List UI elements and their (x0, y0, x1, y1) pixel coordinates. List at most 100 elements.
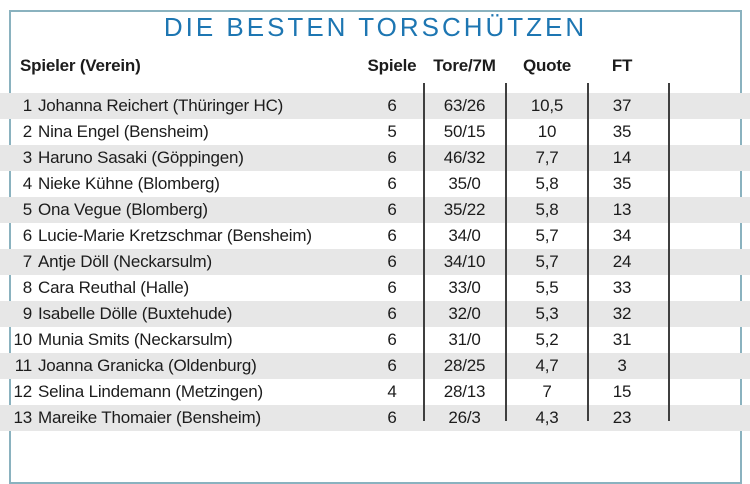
quote-cell: 5,7 (535, 226, 559, 245)
rank-cell: 3 (22, 148, 32, 167)
spiele-cell: 6 (387, 408, 397, 427)
player-cell: Antje Döll (Neckarsulm) (38, 252, 212, 271)
column-header-quote: Quote (522, 56, 572, 75)
spiele-cell: 6 (387, 356, 397, 375)
rank-cell: 9 (22, 304, 32, 323)
table-body: 1 Johanna Reichert (Thüringer HC) 6 63/2… (0, 93, 750, 431)
player-cell: Nieke Kühne (Blomberg) (38, 174, 220, 193)
table-row: 11 Joanna Granicka (Oldenburg) 6 28/25 4… (0, 353, 750, 379)
spiele-cell: 6 (387, 226, 397, 245)
player-cell: Mareike Thomaier (Bensheim) (38, 408, 261, 427)
rank-cell: 7 (22, 252, 32, 271)
table-row: 7 Antje Döll (Neckarsulm) 6 34/10 5,7 24 (0, 249, 750, 275)
rank-cell: 4 (22, 174, 32, 193)
player-cell: Haruno Sasaki (Göppingen) (38, 148, 244, 167)
rank-cell: 5 (22, 200, 32, 219)
table-row: 9 Isabelle Dölle (Buxtehude) 6 32/0 5,3 … (0, 301, 750, 327)
spiele-cell: 6 (387, 148, 397, 167)
rank-cell: 2 (22, 122, 32, 141)
spiele-cell: 6 (387, 96, 397, 115)
column-divider (668, 83, 670, 421)
table-row: 13 Mareike Thomaier (Bensheim) 6 26/3 4,… (0, 405, 750, 431)
quote-cell: 5,8 (535, 200, 559, 219)
rank-cell: 6 (22, 226, 32, 245)
table-row: 2 Nina Engel (Bensheim) 5 50/15 10 35 (0, 119, 750, 145)
table-title: DIE BESTEN TORSCHÜTZEN (163, 12, 588, 42)
rank-cell: 11 (14, 356, 32, 375)
tore-cell: 31/0 (448, 330, 481, 349)
spiele-cell: 6 (387, 174, 397, 193)
player-cell: Nina Engel (Bensheim) (38, 122, 209, 141)
tore-cell: 35/0 (448, 174, 481, 193)
spiele-cell: 6 (387, 278, 397, 297)
rank-cell: 10 (13, 330, 32, 349)
player-cell: Joanna Granicka (Oldenburg) (38, 356, 257, 375)
ft-cell: 3 (617, 356, 627, 375)
spiele-cell: 6 (387, 330, 397, 349)
tore-cell: 33/0 (448, 278, 481, 297)
player-cell: Selina Lindemann (Metzingen) (38, 382, 263, 401)
rank-cell: 12 (13, 382, 32, 401)
rank-cell: 8 (22, 278, 32, 297)
column-divider (505, 83, 507, 421)
column-divider (423, 83, 425, 421)
ft-cell: 37 (612, 96, 632, 115)
quote-cell: 5,3 (535, 304, 559, 323)
rank-cell: 1 (22, 96, 32, 115)
ft-cell: 34 (612, 226, 632, 245)
table-row: 8 Cara Reuthal (Halle) 6 33/0 5,5 33 (0, 275, 750, 301)
ft-cell: 15 (612, 382, 632, 401)
table-row: 4 Nieke Kühne (Blomberg) 6 35/0 5,8 35 (0, 171, 750, 197)
ft-cell: 33 (612, 278, 632, 297)
player-cell: Lucie-Marie Kretzschmar (Bensheim) (38, 226, 312, 245)
quote-cell: 4,3 (535, 408, 559, 427)
ft-cell: 31 (612, 330, 632, 349)
player-cell: Johanna Reichert (Thüringer HC) (38, 96, 284, 115)
ft-cell: 24 (612, 252, 632, 271)
spiele-cell: 5 (387, 122, 397, 141)
ft-cell: 35 (612, 174, 632, 193)
tore-cell: 34/0 (448, 226, 481, 245)
quote-cell: 5,2 (535, 330, 559, 349)
player-cell: Cara Reuthal (Halle) (38, 278, 189, 297)
spiele-cell: 6 (387, 304, 397, 323)
table-row: 6 Lucie-Marie Kretzschmar (Bensheim) 6 3… (0, 223, 750, 249)
tore-cell: 35/22 (443, 200, 486, 219)
quote-cell: 10,5 (530, 96, 564, 115)
player-cell: Isabelle Dölle (Buxtehude) (38, 304, 233, 323)
quote-cell: 10 (537, 122, 557, 141)
ft-cell: 13 (612, 200, 632, 219)
tore-cell: 26/3 (448, 408, 481, 427)
ft-cell: 23 (612, 408, 632, 427)
tore-cell: 50/15 (443, 122, 486, 141)
quote-cell: 7,7 (535, 148, 559, 167)
spiele-cell: 6 (387, 252, 397, 271)
spiele-cell: 4 (387, 382, 397, 401)
table-row: 5 Ona Vegue (Blomberg) 6 35/22 5,8 13 (0, 197, 750, 223)
rank-cell: 13 (13, 408, 32, 427)
spiele-cell: 6 (387, 200, 397, 219)
tore-cell: 34/10 (443, 252, 486, 271)
tore-cell: 32/0 (448, 304, 481, 323)
column-header-tore: Tore/7M (433, 56, 496, 75)
tore-cell: 46/32 (443, 148, 486, 167)
column-header-spiele: Spiele (367, 56, 417, 75)
ft-cell: 32 (612, 304, 632, 323)
table-row: 12 Selina Lindemann (Metzingen) 4 28/13 … (0, 379, 750, 405)
quote-cell: 5,8 (535, 174, 559, 193)
table-row: 1 Johanna Reichert (Thüringer HC) 6 63/2… (0, 93, 750, 119)
player-cell: Ona Vegue (Blomberg) (38, 200, 208, 219)
quote-cell: 4,7 (535, 356, 559, 375)
table-header-row: Spieler (Verein) Spiele Tore/7M Quote FT (0, 53, 750, 79)
ft-cell: 14 (612, 148, 632, 167)
column-header-player: Spieler (Verein) (20, 56, 141, 75)
player-cell: Munia Smits (Neckarsulm) (38, 330, 233, 349)
column-header-ft: FT (611, 56, 633, 75)
column-divider (587, 83, 589, 421)
table-row: 10 Munia Smits (Neckarsulm) 6 31/0 5,2 3… (0, 327, 750, 353)
table-row: 3 Haruno Sasaki (Göppingen) 6 46/32 7,7 … (0, 145, 750, 171)
quote-cell: 5,5 (535, 278, 559, 297)
tore-cell: 63/26 (443, 96, 486, 115)
quote-cell: 7 (542, 382, 552, 401)
tore-cell: 28/25 (443, 356, 486, 375)
